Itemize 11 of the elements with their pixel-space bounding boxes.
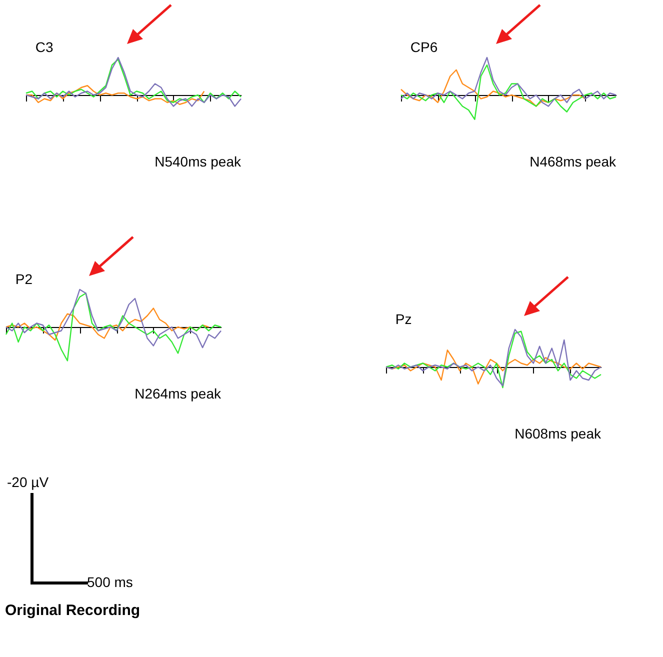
chart-title: CP6 [410, 39, 438, 55]
chart-title: C3 [35, 39, 54, 55]
text: Original Recording [5, 602, 140, 619]
text: -20 µV [7, 474, 50, 490]
text: N264ms peak [134, 386, 222, 402]
text: N608ms peak [514, 426, 602, 442]
chart-title: P2 [15, 271, 33, 287]
text: 500 ms [87, 574, 133, 590]
text: N540ms peak [154, 154, 242, 170]
chart-title: Pz [395, 311, 412, 327]
text: N468ms peak [530, 154, 617, 170]
